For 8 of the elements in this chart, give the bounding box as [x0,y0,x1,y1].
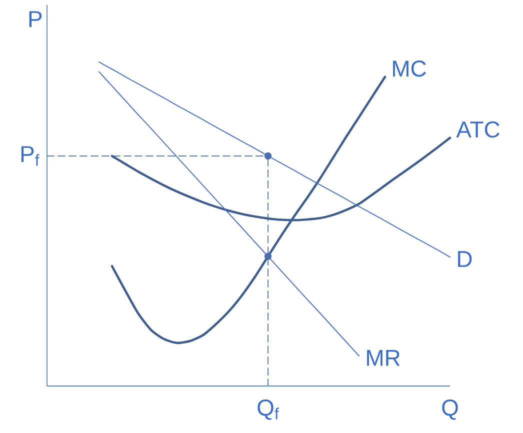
series-label: MC [393,60,426,77]
series-label: D [458,251,472,267]
y-axis-title: P [29,11,42,27]
series-label: ATC [456,121,500,138]
series-label: MR [367,350,400,366]
x-tick-label: Q [442,400,458,420]
x-tick-label: Q$_{f}$ [258,400,279,420]
series-label: P$_{f}$ [21,146,40,166]
